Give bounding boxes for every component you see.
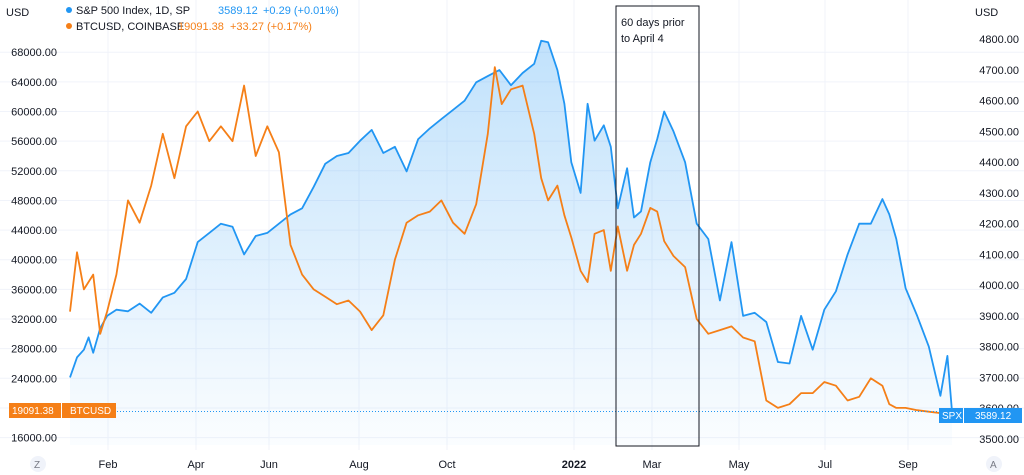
btc-symbol-badge-bg (62, 403, 116, 418)
spx-value-badge-text: 3589.12 (975, 411, 1012, 422)
legend-btc-value: 19091.38 (178, 21, 224, 33)
x-tick-label: Jul (818, 459, 832, 471)
right-tick-label: 4200.00 (979, 219, 1019, 231)
x-tick-label: Apr (187, 459, 204, 471)
left-tick-label: 68000.00 (11, 47, 57, 59)
spx-value-badge-bg (964, 408, 1022, 423)
right-tick-label: 4800.00 (979, 34, 1019, 46)
legend-spx-name: S&P 500 Index, 1D, SP (76, 5, 190, 17)
x-tick-label: Sep (898, 459, 918, 471)
left-tick-label: 48000.00 (11, 195, 57, 207)
right-tick-label: 4000.00 (979, 280, 1019, 292)
legend-spx-change: +0.29 (+0.01%) (263, 5, 339, 17)
spx-symbol-badge-text: SPX (942, 411, 962, 422)
legend-btc-dot (66, 23, 72, 29)
right-tick-label: 4300.00 (979, 188, 1019, 200)
right-tick-label: 4700.00 (979, 65, 1019, 77)
left-tick-label: 36000.00 (11, 284, 57, 296)
right-tick-label: 4500.00 (979, 126, 1019, 138)
btc-value-badge-text: 19091.38 (12, 406, 54, 417)
left-tick-label: 16000.00 (11, 433, 57, 445)
x-tick-label: Aug (349, 459, 369, 471)
zoom-button-label[interactable]: Z (34, 460, 40, 471)
right-tick-label: 3700.00 (979, 372, 1019, 384)
spx-area-fill (70, 40, 952, 446)
x-tick-label: Oct (438, 459, 455, 471)
annotation-line-1: 60 days prior (621, 17, 685, 29)
right-tick-label: 3900.00 (979, 311, 1019, 323)
right-axis: 4800.00 4700.00 4600.00 4500.00 4400.00 4300.… (979, 34, 1019, 446)
auto-scale-button[interactable]: A (986, 456, 1002, 472)
right-tick-label: 3800.00 (979, 342, 1019, 354)
x-tick-label: May (729, 459, 750, 471)
x-tick-label: Feb (99, 459, 118, 471)
left-tick-label: 32000.00 (11, 314, 57, 326)
spx-series-line (69, 39, 953, 412)
legend-spx-dot (66, 7, 72, 13)
zoom-button[interactable]: Z (30, 456, 46, 472)
right-tick-label: 3500.00 (979, 434, 1019, 446)
x-tick-label: 2022 (562, 459, 586, 471)
legend: S&P 500 Index, 1D, SP 3589.12 +0.29 (+0.… (66, 5, 339, 33)
auto-scale-button-bg[interactable] (986, 456, 1002, 472)
left-axis: 68000.00 64000.00 60000.00 56000.00 52000.00… (11, 47, 57, 444)
left-tick-label: 44000.00 (11, 225, 57, 237)
left-tick-label: 52000.00 (11, 166, 57, 178)
left-tick-label: 28000.00 (11, 344, 57, 356)
legend-btc-name: BTCUSD, COINBASE (76, 21, 184, 33)
zoom-button-bg[interactable] (30, 456, 46, 472)
spx-symbol-badge-bg (939, 408, 963, 423)
legend-btc-change: +33.27 (+0.17%) (230, 21, 312, 33)
x-tick-label: Jun (260, 459, 278, 471)
left-tick-label: 24000.00 (11, 373, 57, 385)
btc-symbol-badge-text: BTCUSD (70, 406, 111, 417)
annotation-line-2: to April 4 (621, 33, 664, 45)
right-tick-label: 4600.00 (979, 96, 1019, 108)
spx-last-value-badge: SPX 3589.12 (939, 408, 1022, 423)
x-tick-label: Mar (643, 459, 662, 471)
right-tick-label: 4100.00 (979, 249, 1019, 261)
right-tick-label: 4400.00 (979, 157, 1019, 169)
legend-spx-value: 3589.12 (218, 5, 258, 17)
left-tick-label: 60000.00 (11, 107, 57, 119)
annotation-box (615, 5, 700, 447)
right-axis-unit: USD (975, 7, 998, 19)
btc-series-line (69, 66, 953, 416)
left-tick-label: 40000.00 (11, 255, 57, 267)
x-axis: Feb Apr Jun Aug Oct 2022 Mar May Jul Sep (99, 459, 918, 471)
btc-value-badge-bg (9, 403, 61, 418)
left-tick-label: 64000.00 (11, 77, 57, 89)
left-axis-unit: USD (6, 7, 29, 19)
left-tick-label: 56000.00 (11, 136, 57, 148)
btc-last-value-badge: 19091.38 BTCUSD (9, 403, 116, 418)
auto-scale-button-label[interactable]: A (990, 460, 997, 471)
